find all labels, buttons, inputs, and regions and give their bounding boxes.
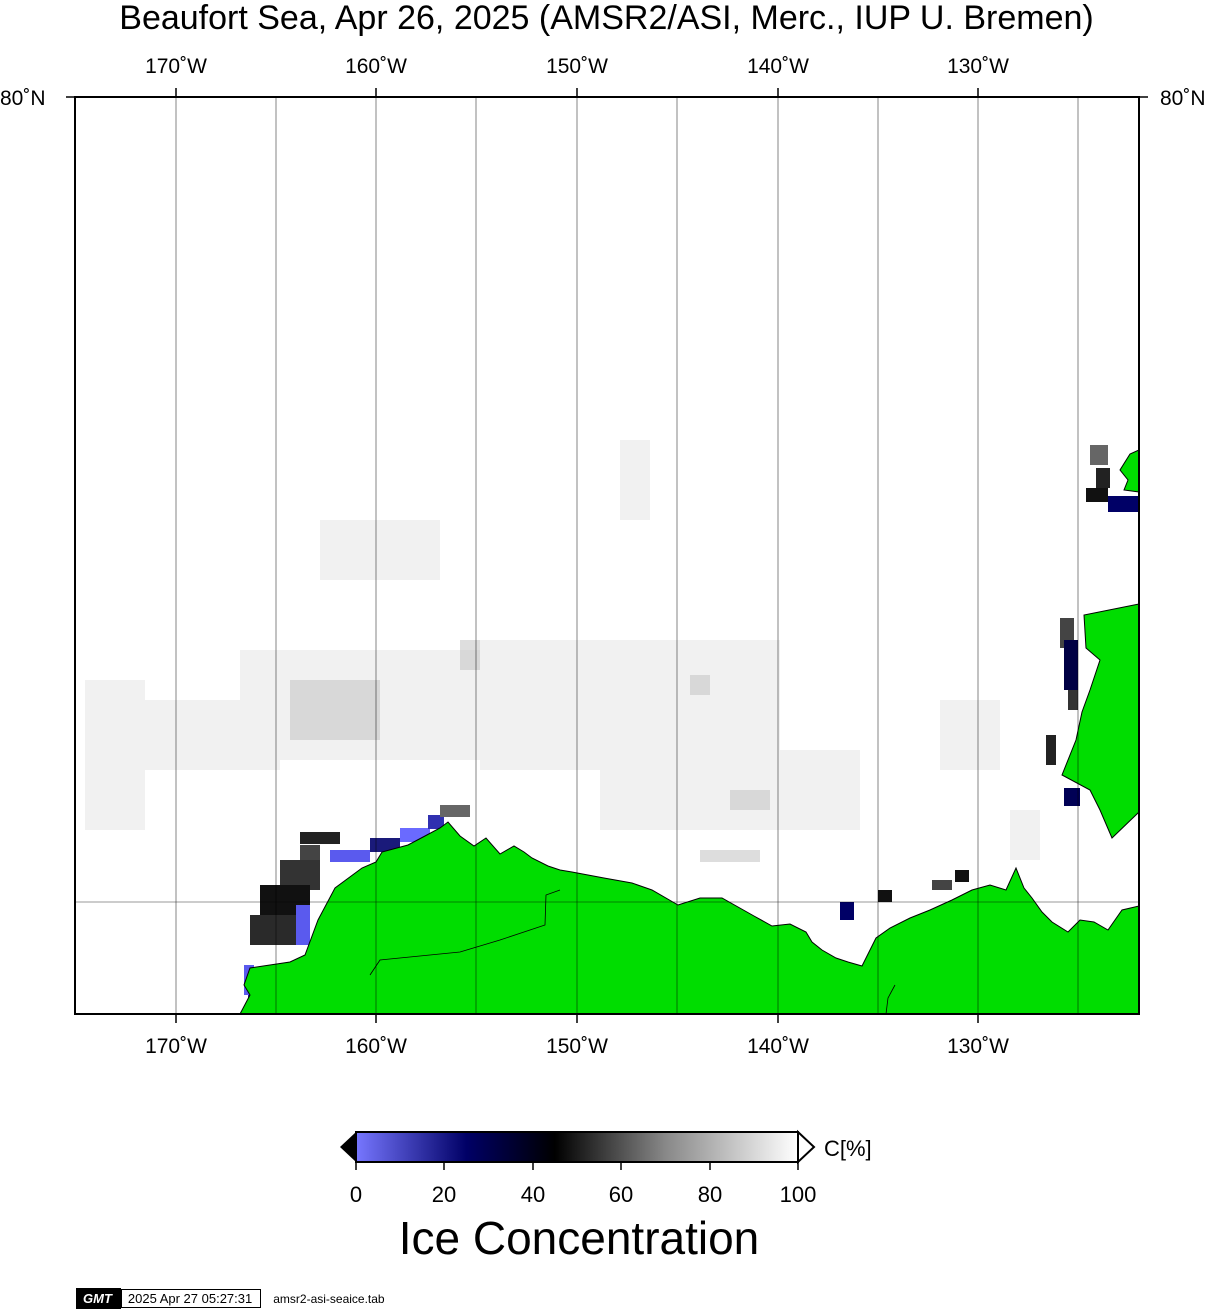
land [239,449,1139,1014]
colorbar-tick-60: 60 [608,1182,634,1207]
internal-boundaries [369,889,896,1014]
timestamp: 2025 Apr 27 05:27:31 [120,1289,262,1308]
gmt-logo: GMT [76,1288,121,1309]
ice-haze [85,440,1040,860]
lon-label-bottom-130w: 130˚W [947,1035,1009,1058]
banks-island [1061,603,1139,839]
colorbar-tick-20: 20 [431,1182,457,1207]
lon-label-top-160w: 160˚W [345,55,407,78]
colorbar-gradient [355,1131,799,1163]
lon-label-top-170w: 170˚W [145,55,207,78]
source-file: amsr2-asi-seaice.tab [273,1291,385,1306]
ocean-background [75,97,1139,1014]
map-title: Beaufort Sea, Apr 26, 2025 (AMSR2/ASI, M… [119,0,1094,37]
lon-label-bottom-150w: 150˚W [546,1035,608,1058]
colorbar-low-triangle [340,1132,356,1162]
alaska-coast [239,821,1139,1014]
colorbar-tick-0: 0 [349,1182,363,1207]
lat-label-left: 80˚N [0,87,46,110]
frame-ticks [66,88,1148,1023]
colorbar-title: Ice Concentration [398,1212,760,1264]
colorbar-tick-40: 40 [520,1182,546,1207]
northern-island [1119,449,1139,493]
map-frame [74,96,1140,1015]
lon-label-bottom-140w: 140˚W [747,1035,809,1058]
colorbar-unit: C[%] [824,1136,872,1161]
colorbar-high-triangle [797,1129,816,1165]
lon-label-bottom-160w: 160˚W [345,1035,407,1058]
lon-label-bottom-170w: 170˚W [145,1035,207,1058]
colorbar-tick-80: 80 [697,1182,723,1207]
lon-label-top-150w: 150˚W [546,55,608,78]
lon-label-top-140w: 140˚W [747,55,809,78]
lon-label-top-130w: 130˚W [947,55,1009,78]
ice-field [75,97,1139,1014]
ice-haze-dense [290,640,770,862]
lat-label-right: 80˚N [1160,87,1206,110]
colorbar-tick-100: 100 [779,1182,817,1207]
footer: GMT 2025 Apr 27 05:27:31 amsr2-asi-seaic… [76,1288,385,1309]
colorbar-ticks [355,1162,799,1170]
graticule [75,97,1139,1014]
